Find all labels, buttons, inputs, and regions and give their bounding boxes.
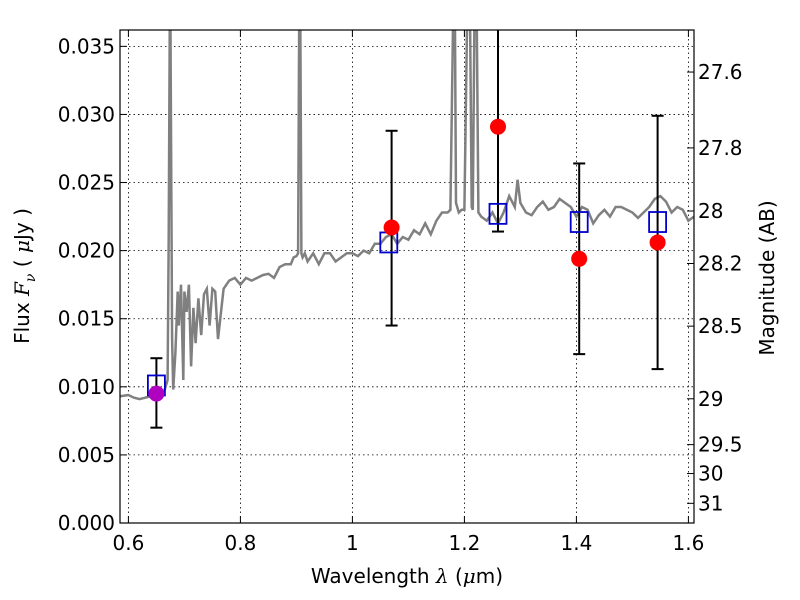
y2-tick-label: 28.5: [698, 314, 743, 338]
model-box-marker: [648, 211, 667, 233]
observed-point: [148, 385, 165, 402]
y2-axis-label: Magnitude (AB): [755, 200, 779, 355]
y2-tick-label: 27.6: [698, 60, 743, 84]
y-tick-label: 0.025: [58, 171, 115, 195]
x-tick-label: 0.6: [112, 531, 144, 555]
x-ticks: 0.6 0.8 1 1.2 1.4 1.6: [112, 30, 704, 555]
plot-area: [120, 30, 694, 429]
y-tick-label: 0.010: [58, 375, 115, 399]
y-tick-label: 0.020: [58, 239, 115, 263]
x-tick-label: 1.4: [560, 531, 592, 555]
y2-tick-label: 31: [698, 491, 723, 515]
observed-point: [383, 219, 400, 236]
spectrum-line: [120, 30, 694, 401]
model-box-marker: [488, 202, 508, 225]
y2-tick-label: 27.8: [698, 136, 743, 160]
y-tick-label: 0.030: [58, 102, 115, 126]
y-tick-label: 0.035: [58, 34, 115, 58]
y-tick-label: 0.000: [58, 511, 115, 535]
y-ticks: 0.000 0.005 0.010 0.015 0.020 0.025 0.030 0.035: [58, 34, 127, 535]
y-tick-label: 0.015: [58, 307, 115, 331]
y2-tick-label: 30: [698, 462, 723, 486]
model-box-marker: [569, 211, 589, 233]
y2-tick-label: 29: [698, 387, 723, 411]
observed-point: [490, 118, 506, 135]
y2-tick-label: 28.2: [698, 251, 743, 275]
y-axis-label: Flux Fν ( μJy ): [10, 208, 39, 344]
y2-ticks: 27.6 27.8 28 28.2 28.5 29 29.5 30 31: [687, 60, 743, 515]
x-tick-label: 0.8: [224, 531, 256, 555]
observed-point: [649, 234, 666, 251]
y2-tick-label: 29.5: [698, 433, 743, 457]
x-tick-label: 1: [346, 531, 359, 555]
observed-point: [571, 250, 588, 267]
x-tick-label: 1.6: [672, 531, 704, 555]
plot-frame: [119, 29, 695, 524]
x-tick-label: 1.2: [448, 531, 480, 555]
errorbars: [150, 30, 664, 429]
markers: [146, 118, 667, 402]
x-axis-label: Wavelength λ (μm): [311, 564, 503, 588]
grid: [120, 30, 694, 523]
y2-tick-label: 28: [698, 199, 723, 223]
y-tick-label: 0.005: [58, 443, 115, 467]
